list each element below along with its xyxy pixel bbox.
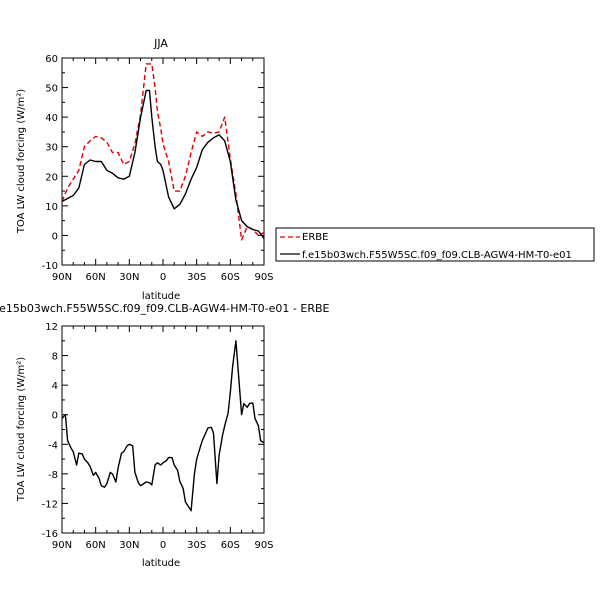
y-tick-label: -12: [42, 499, 58, 510]
legend-box: [275, 227, 595, 262]
y-tick-label: 8: [52, 352, 58, 363]
top-panel: JJA 90N 60N 30N 0 30S 60S 90S -10 0 10 20 30 40 50 60…: [16, 37, 274, 302]
y-tick-label: -10: [42, 261, 58, 272]
x-tick-label: 0: [160, 540, 166, 551]
bottom-y-axis-label: TOA LW cloud forcing (W/m²): [16, 357, 27, 502]
y-tick-label: -4: [48, 440, 58, 451]
x-tick-label: 60N: [86, 272, 106, 283]
x-tick-label: 30N: [119, 540, 139, 551]
series-line-erbe: [61, 63, 265, 241]
y-tick-label: 10: [45, 202, 58, 213]
x-tick-label: 60S: [221, 540, 240, 551]
x-tick-label: 30S: [187, 540, 206, 551]
bottom-panel: f.e15b03wch.F55W5SC.f09_f09.CLB-AGW4-HM-…: [0, 302, 330, 569]
y-tick-label: 12: [45, 322, 58, 333]
series-line-difference: [61, 340, 265, 512]
legend-label-model: f.e15b03wch.F55W5SC.f09_f09.CLB-AGW4-HM-…: [302, 250, 572, 261]
y-tick-label: 0: [52, 411, 58, 422]
y-tick-label: 50: [45, 84, 58, 95]
x-tick-label: 30S: [187, 272, 206, 283]
y-tick-label: 60: [45, 54, 58, 65]
legend-label-erbe: ERBE: [302, 232, 328, 243]
y-tick-label: 4: [52, 381, 58, 392]
top-x-axis-label: latitude: [142, 291, 180, 302]
y-tick-label: 20: [45, 172, 58, 183]
y-tick-label: 0: [52, 231, 58, 242]
legend: ERBE f.e15b03wch.F55W5SC.f09_f09.CLB-AGW…: [275, 227, 595, 262]
bottom-x-axis-label: latitude: [142, 558, 180, 569]
y-tick-label: 40: [45, 113, 58, 124]
x-tick-label: 0: [160, 272, 166, 283]
series-line-f-e15b03wch-f55w5sc-f09-: [61, 89, 265, 239]
top-plot-frame: [61, 57, 265, 266]
x-tick-label: 60N: [86, 540, 106, 551]
y-tick-label: 30: [45, 143, 58, 154]
top-chart-title: JJA: [153, 37, 168, 50]
x-tick-label: 90N: [52, 272, 72, 283]
x-tick-label: 60S: [221, 272, 240, 283]
x-tick-label: 90N: [52, 540, 72, 551]
y-tick-label: -16: [42, 529, 58, 540]
bottom-chart-title: f.e15b03wch.F55W5SC.f09_f09.CLB-AGW4-HM-…: [0, 302, 330, 315]
x-tick-label: 30N: [119, 272, 139, 283]
y-tick-label: -8: [48, 470, 58, 481]
top-y-axis-label: TOA LW cloud forcing (W/m²): [16, 89, 27, 234]
x-tick-label: 90S: [254, 540, 273, 551]
x-tick-label: 90S: [254, 272, 273, 283]
